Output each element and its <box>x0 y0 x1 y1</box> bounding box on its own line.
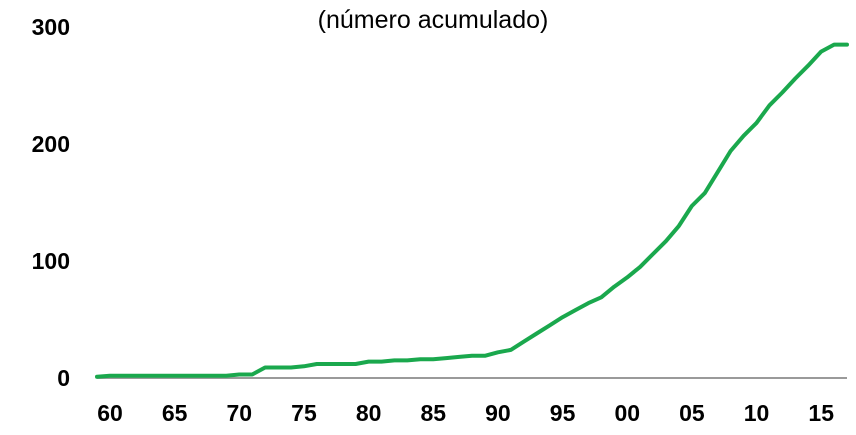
x-axis-ticks: 60 65 70 75 80 85 90 95 00 05 10 15 <box>97 400 834 426</box>
x-tick-label: 80 <box>356 400 382 426</box>
x-tick-label: 95 <box>550 400 576 426</box>
y-tick-label: 100 <box>32 248 70 274</box>
series-group <box>95 42 849 379</box>
x-tick-label: 15 <box>808 400 834 426</box>
x-tick-label: 75 <box>291 400 317 426</box>
x-tick-label: 60 <box>97 400 123 426</box>
x-tick-label: 05 <box>679 400 705 426</box>
x-tick-label: 00 <box>614 400 640 426</box>
x-tick-label: 90 <box>485 400 511 426</box>
x-tick-label: 70 <box>227 400 253 426</box>
y-tick-label: 300 <box>32 14 70 40</box>
y-tick-label: 0 <box>57 365 70 391</box>
x-tick-label: 85 <box>420 400 446 426</box>
chart-subtitle: (número acumulado) <box>318 6 549 34</box>
x-tick-label: 65 <box>162 400 188 426</box>
x-tick-label: 10 <box>744 400 770 426</box>
y-axis-ticks: 0 100 200 300 <box>32 14 70 391</box>
series-line <box>95 42 849 379</box>
y-tick-label: 200 <box>32 131 70 157</box>
